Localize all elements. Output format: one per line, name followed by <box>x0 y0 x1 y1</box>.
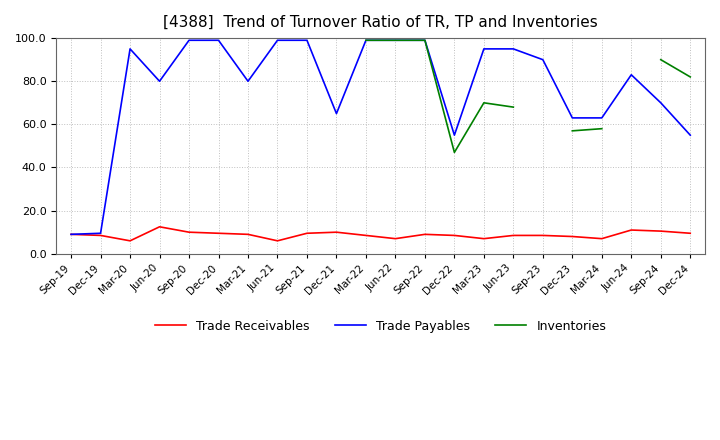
Legend: Trade Receivables, Trade Payables, Inventories: Trade Receivables, Trade Payables, Inven… <box>150 315 611 338</box>
Inventories <box>686 74 695 80</box>
Trade Receivables <box>598 236 606 241</box>
Trade Receivables <box>332 230 341 235</box>
Trade Payables <box>686 132 695 138</box>
Trade Receivables <box>420 232 429 237</box>
Trade Payables <box>539 57 547 62</box>
Line: Trade Receivables: Trade Receivables <box>71 227 690 241</box>
Line: Trade Payables: Trade Payables <box>71 40 690 235</box>
Line: Inventories: Inventories <box>366 40 690 152</box>
Inventories <box>450 150 459 155</box>
Inventories <box>509 104 518 110</box>
Trade Receivables <box>391 236 400 241</box>
Trade Receivables <box>509 233 518 238</box>
Trade Payables <box>67 232 76 237</box>
Trade Receivables <box>156 224 164 229</box>
Trade Payables <box>420 38 429 43</box>
Trade Receivables <box>67 232 76 237</box>
Trade Receivables <box>214 231 222 236</box>
Trade Payables <box>126 46 135 51</box>
Trade Payables <box>391 38 400 43</box>
Trade Payables <box>243 79 252 84</box>
Trade Payables <box>361 38 370 43</box>
Trade Payables <box>509 46 518 51</box>
Trade Payables <box>185 38 194 43</box>
Inventories <box>568 128 577 133</box>
Inventories <box>480 100 488 106</box>
Trade Receivables <box>185 230 194 235</box>
Title: [4388]  Trend of Turnover Ratio of TR, TP and Inventories: [4388] Trend of Turnover Ratio of TR, TP… <box>163 15 598 30</box>
Trade Payables <box>156 79 164 84</box>
Inventories <box>420 38 429 43</box>
Trade Payables <box>450 132 459 138</box>
Trade Receivables <box>568 234 577 239</box>
Trade Receivables <box>361 233 370 238</box>
Trade Payables <box>657 100 665 106</box>
Trade Payables <box>627 72 636 77</box>
Trade Receivables <box>126 238 135 243</box>
Trade Payables <box>598 115 606 121</box>
Trade Receivables <box>243 232 252 237</box>
Inventories <box>657 57 665 62</box>
Trade Receivables <box>657 228 665 234</box>
Trade Receivables <box>539 233 547 238</box>
Trade Receivables <box>96 233 105 238</box>
Trade Receivables <box>480 236 488 241</box>
Trade Payables <box>568 115 577 121</box>
Trade Payables <box>96 231 105 236</box>
Trade Receivables <box>273 238 282 243</box>
Inventories <box>361 38 370 43</box>
Trade Payables <box>480 46 488 51</box>
Trade Payables <box>214 38 222 43</box>
Trade Receivables <box>302 231 311 236</box>
Trade Payables <box>332 111 341 116</box>
Trade Payables <box>273 38 282 43</box>
Trade Receivables <box>686 231 695 236</box>
Trade Receivables <box>450 233 459 238</box>
Trade Receivables <box>627 227 636 233</box>
Trade Payables <box>302 38 311 43</box>
Inventories <box>598 126 606 131</box>
Inventories <box>391 38 400 43</box>
